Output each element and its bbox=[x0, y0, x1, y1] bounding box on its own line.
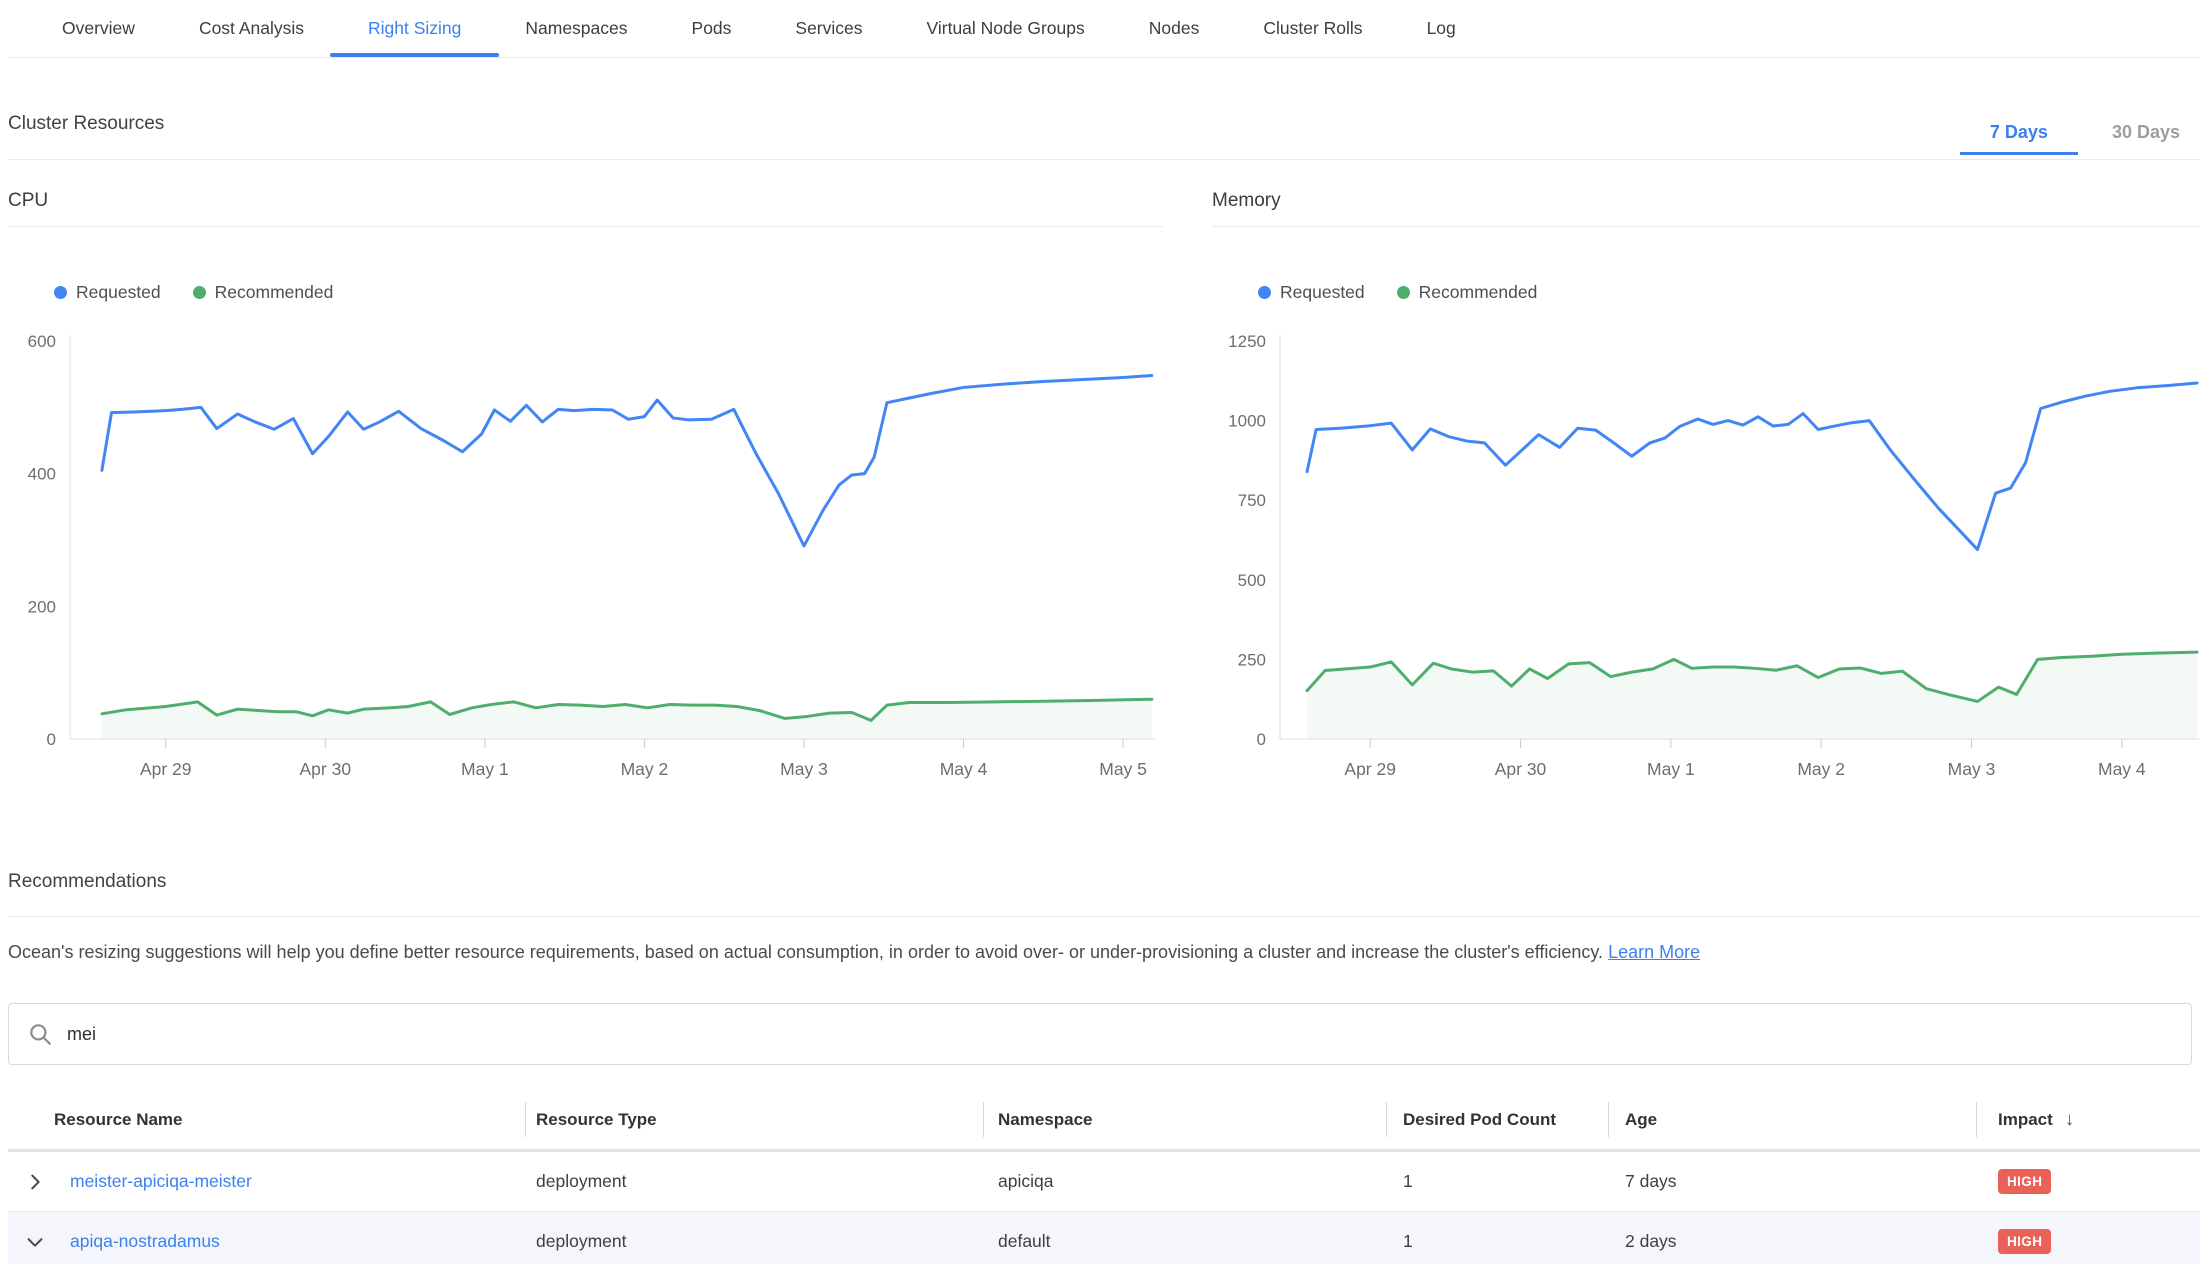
period-toggle: 7 Days 30 Days bbox=[1959, 122, 2180, 159]
svg-text:Apr 30: Apr 30 bbox=[1495, 759, 1547, 779]
cluster-resources-header: Cluster Resources 7 Days 30 Days bbox=[8, 100, 2200, 160]
tab-cluster-rolls[interactable]: Cluster Rolls bbox=[1263, 18, 1363, 38]
impact-high-badge: HIGH bbox=[1998, 1229, 2052, 1254]
legend-label: Requested bbox=[76, 281, 161, 302]
column-header-impact[interactable]: Impact ↓ bbox=[1976, 1090, 2200, 1149]
resource-type-cell: deployment bbox=[536, 1231, 627, 1251]
legend-label: Requested bbox=[1280, 281, 1365, 302]
tab-virtual-node-groups[interactable]: Virtual Node Groups bbox=[926, 18, 1085, 38]
requested-dot-icon bbox=[1258, 285, 1271, 299]
svg-text:0: 0 bbox=[1257, 730, 1266, 749]
learn-more-link[interactable]: Learn More bbox=[1608, 942, 1701, 962]
search-icon bbox=[30, 1024, 51, 1045]
memory-chart-legend: Requested Recommended bbox=[1212, 281, 2200, 303]
svg-text:500: 500 bbox=[1238, 571, 1266, 590]
impact-cell: HIGH bbox=[1976, 1169, 2200, 1194]
svg-text:250: 250 bbox=[1238, 650, 1266, 669]
svg-text:May 3: May 3 bbox=[780, 759, 828, 779]
svg-text:1000: 1000 bbox=[1228, 412, 1266, 431]
impact-cell: HIGH bbox=[1976, 1229, 2200, 1254]
svg-text:Apr 29: Apr 29 bbox=[1344, 759, 1396, 779]
column-header-resource-name[interactable]: Resource Name bbox=[54, 1109, 183, 1129]
svg-text:1250: 1250 bbox=[1228, 332, 1266, 351]
tab-log[interactable]: Log bbox=[1426, 18, 1456, 38]
column-header-resource-type[interactable]: Resource Type bbox=[525, 1090, 983, 1149]
impact-high-badge: HIGH bbox=[1998, 1169, 2052, 1194]
tab-services[interactable]: Services bbox=[795, 18, 863, 38]
svg-text:May 2: May 2 bbox=[1797, 759, 1845, 779]
svg-text:May 3: May 3 bbox=[1948, 759, 1996, 779]
period-30-days[interactable]: 30 Days bbox=[2111, 122, 2180, 142]
top-tab-bar: Overview Cost Analysis Right Sizing Name… bbox=[8, 0, 2200, 58]
legend-item-requested: Requested bbox=[1258, 282, 1365, 303]
recommended-dot-icon bbox=[1396, 285, 1410, 299]
row-expand-toggle[interactable] bbox=[8, 1171, 62, 1193]
tab-overview[interactable]: Overview bbox=[62, 18, 135, 38]
tab-right-sizing[interactable]: Right Sizing bbox=[329, 0, 500, 57]
column-header-age[interactable]: Age bbox=[1608, 1090, 1976, 1149]
memory-chart-section: Memory Requested Recommended 0 250 500 750 1… bbox=[1212, 190, 2200, 791]
svg-text:May 1: May 1 bbox=[1647, 759, 1695, 779]
requested-dot-icon bbox=[54, 285, 67, 299]
svg-text:May 5: May 5 bbox=[1099, 759, 1147, 779]
legend-item-recommended: Recommended bbox=[1396, 281, 1538, 303]
recommendations-title: Recommendations bbox=[8, 871, 167, 892]
tab-nodes[interactable]: Nodes bbox=[1148, 18, 1200, 38]
svg-text:Apr 30: Apr 30 bbox=[300, 759, 352, 779]
legend-item-requested: Requested bbox=[54, 282, 161, 303]
table-row[interactable]: apiqa-nostradamus deployment default 1 2… bbox=[8, 1212, 2200, 1264]
resource-name-link[interactable]: apiqa-nostradamus bbox=[70, 1231, 220, 1251]
recommended-dot-icon bbox=[192, 285, 206, 299]
cpu-chart-section: CPU Requested Recommended 0 200 400 600 Apr … bbox=[8, 190, 1163, 791]
sort-desc-arrow-icon: ↓ bbox=[2064, 1108, 2075, 1130]
tab-namespaces[interactable]: Namespaces bbox=[525, 18, 628, 38]
period-7-days[interactable]: 7 Days bbox=[1959, 122, 2079, 159]
svg-text:Apr 29: Apr 29 bbox=[140, 759, 192, 779]
chevron-down-icon bbox=[27, 1237, 43, 1247]
column-header-namespace[interactable]: Namespace bbox=[983, 1090, 1386, 1149]
tab-pods[interactable]: Pods bbox=[691, 18, 732, 38]
recommendations-header: Recommendations bbox=[8, 871, 2200, 917]
chevron-right-icon bbox=[31, 1174, 40, 1189]
svg-text:600: 600 bbox=[28, 332, 56, 351]
search-input[interactable] bbox=[67, 1023, 2173, 1045]
cpu-chart-legend: Requested Recommended bbox=[8, 281, 1163, 303]
svg-text:May 4: May 4 bbox=[940, 759, 988, 779]
svg-text:0: 0 bbox=[47, 730, 56, 749]
legend-label: Recommended bbox=[1418, 281, 1538, 302]
desired-pod-count-cell: 1 bbox=[1403, 1171, 1413, 1191]
recommendations-table: Resource Name Resource Type Namespace De… bbox=[8, 1090, 2200, 1264]
cpu-line-chart: 0 200 400 600 Apr 29 Apr 30 May 1 May 2 May 3 May… bbox=[28, 332, 1155, 779]
svg-text:400: 400 bbox=[28, 465, 56, 484]
table-row[interactable]: meister-apiciqa-meister deployment apici… bbox=[8, 1152, 2200, 1212]
desired-pod-count-cell: 1 bbox=[1403, 1231, 1413, 1251]
svg-text:May 1: May 1 bbox=[461, 759, 509, 779]
table-header-row: Resource Name Resource Type Namespace De… bbox=[8, 1090, 2200, 1152]
svg-text:200: 200 bbox=[28, 597, 56, 616]
recommendations-description: Ocean's resizing suggestions will help y… bbox=[8, 939, 2192, 965]
legend-label: Recommended bbox=[214, 281, 334, 302]
tab-cost-analysis[interactable]: Cost Analysis bbox=[198, 18, 304, 38]
svg-text:May 4: May 4 bbox=[2098, 759, 2146, 779]
charts-row: CPU Requested Recommended 0 200 400 600 Apr … bbox=[8, 190, 2200, 791]
cpu-chart-title: CPU bbox=[8, 190, 1163, 227]
recommendations-description-text: Ocean's resizing suggestions will help y… bbox=[8, 942, 1609, 962]
legend-item-recommended: Recommended bbox=[192, 281, 334, 303]
svg-text:750: 750 bbox=[1238, 491, 1266, 510]
cluster-resources-title: Cluster Resources bbox=[8, 113, 165, 134]
memory-chart-title: Memory bbox=[1212, 190, 2200, 227]
row-expand-toggle[interactable] bbox=[8, 1231, 62, 1253]
svg-text:May 2: May 2 bbox=[621, 759, 669, 779]
namespace-cell: apiciqa bbox=[998, 1171, 1054, 1191]
resource-type-cell: deployment bbox=[536, 1171, 627, 1191]
search-box bbox=[8, 1003, 2192, 1065]
age-cell: 7 days bbox=[1625, 1171, 1677, 1191]
impact-header-label: Impact bbox=[1998, 1109, 2053, 1129]
resource-name-link[interactable]: meister-apiciqa-meister bbox=[70, 1171, 252, 1191]
column-header-desired-pod-count[interactable]: Desired Pod Count bbox=[1386, 1090, 1608, 1149]
memory-line-chart: 0 250 500 750 1000 1250 Apr 29 Apr 30 May 1 May 2… bbox=[1228, 332, 2200, 779]
namespace-cell: default bbox=[998, 1231, 1051, 1251]
age-cell: 2 days bbox=[1625, 1231, 1677, 1251]
